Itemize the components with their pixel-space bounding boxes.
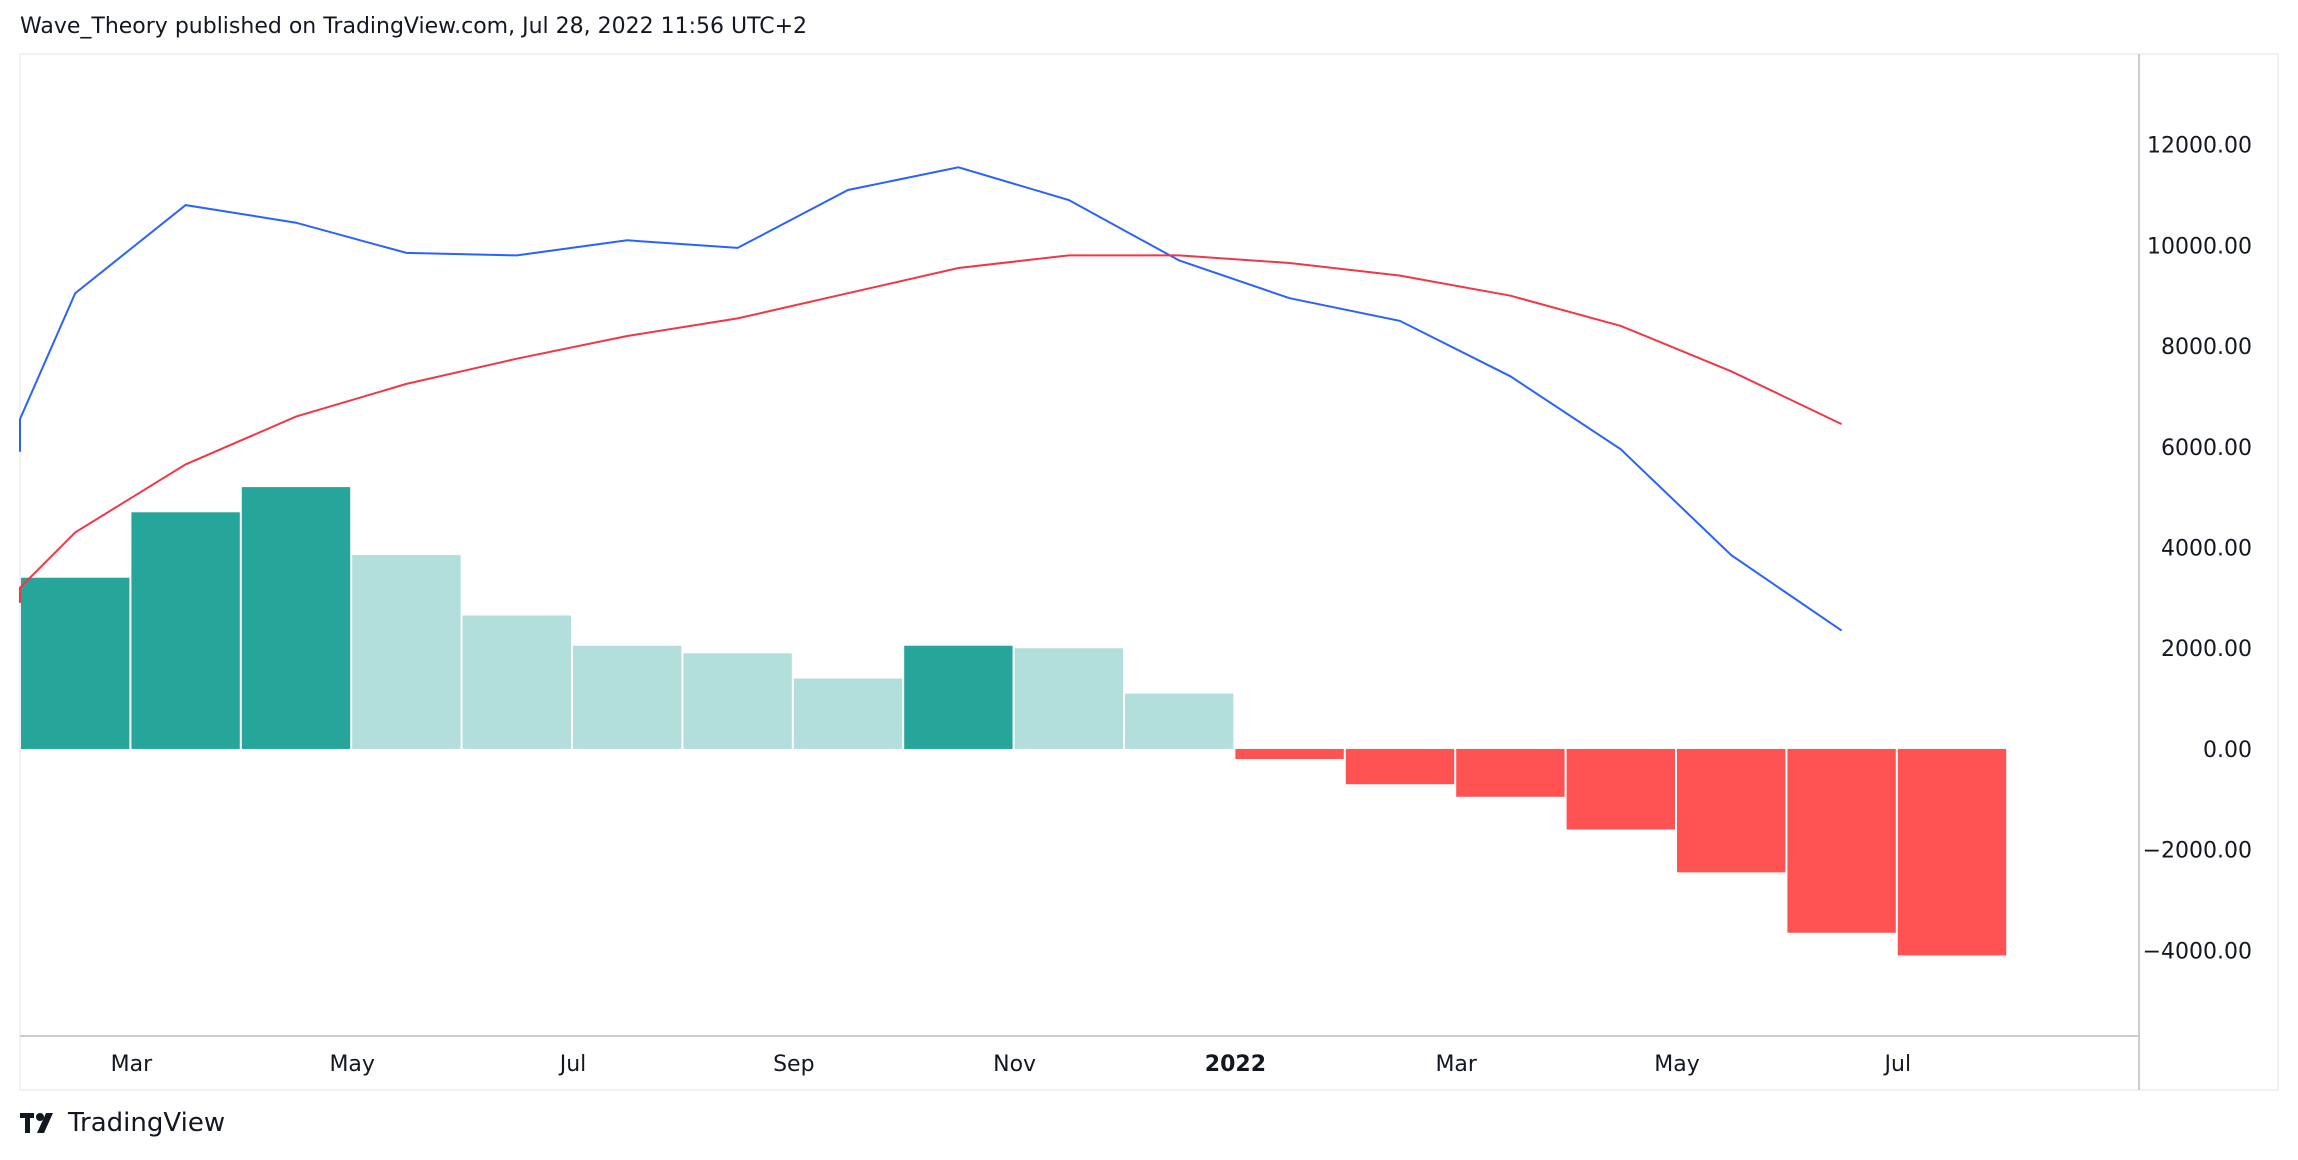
histogram-bar xyxy=(1787,748,1896,933)
tradingview-footer: TradingView xyxy=(20,1108,225,1138)
slow-line xyxy=(19,254,1843,603)
chart-frame xyxy=(19,53,2279,1091)
histogram-bar xyxy=(241,487,351,749)
price-tick-label: 6000.00 xyxy=(2161,436,2252,461)
price-tick-label: −2000.00 xyxy=(2143,839,2252,864)
histogram-bar xyxy=(904,645,1013,749)
indicator-lines xyxy=(19,166,1843,632)
histogram-bar xyxy=(1897,748,2007,956)
histogram-bar xyxy=(1235,748,1344,760)
histogram-bar xyxy=(1456,748,1565,797)
histogram-bar xyxy=(573,645,682,749)
price-axis: 12000.00 10000.00 8000.00 6000.00 4000.00 200… xyxy=(2143,134,2252,965)
time-tick-label: May xyxy=(1654,1052,1699,1077)
histogram-bar xyxy=(1677,748,1786,873)
time-tick-label: Mar xyxy=(111,1052,153,1077)
time-tick-label: Jul xyxy=(558,1052,587,1077)
time-tick-label: Jul xyxy=(1883,1052,1912,1077)
price-tick-label: 2000.00 xyxy=(2161,637,2252,662)
tradingview-logo-icon xyxy=(20,1113,53,1133)
histogram-bar xyxy=(1014,648,1123,749)
price-tick-label: 10000.00 xyxy=(2147,234,2252,259)
histogram-bars xyxy=(21,487,2007,956)
histogram-bar xyxy=(1566,748,1675,830)
histogram-bar xyxy=(1125,693,1234,749)
price-tick-label: 4000.00 xyxy=(2161,537,2252,562)
price-tick-label: 8000.00 xyxy=(2161,335,2252,360)
time-tick-label: Sep xyxy=(773,1052,814,1077)
price-tick-label: 12000.00 xyxy=(2147,134,2252,159)
histogram-bar xyxy=(352,555,461,749)
tradingview-brand: TradingView xyxy=(68,1108,226,1138)
time-tick-label: Nov xyxy=(993,1052,1036,1077)
time-axis: Mar May Jul Sep Nov 2022 Mar May Jul xyxy=(111,1052,1911,1077)
publisher-header: Wave_Theory published on TradingView.com… xyxy=(20,14,808,39)
fast-line xyxy=(19,166,1843,632)
price-tick-label: 0.00 xyxy=(2203,738,2252,763)
histogram-bar xyxy=(683,653,792,749)
time-tick-label: May xyxy=(329,1052,374,1077)
price-tick-label: −4000.00 xyxy=(2143,939,2252,964)
histogram-bar xyxy=(21,577,130,749)
time-tick-label: Mar xyxy=(1435,1052,1477,1077)
time-tick-label: 2022 xyxy=(1205,1052,1266,1077)
histogram-bar xyxy=(131,512,240,749)
histogram-bar xyxy=(462,615,571,749)
histogram-bar xyxy=(793,678,903,749)
histogram-bar xyxy=(1345,748,1455,785)
